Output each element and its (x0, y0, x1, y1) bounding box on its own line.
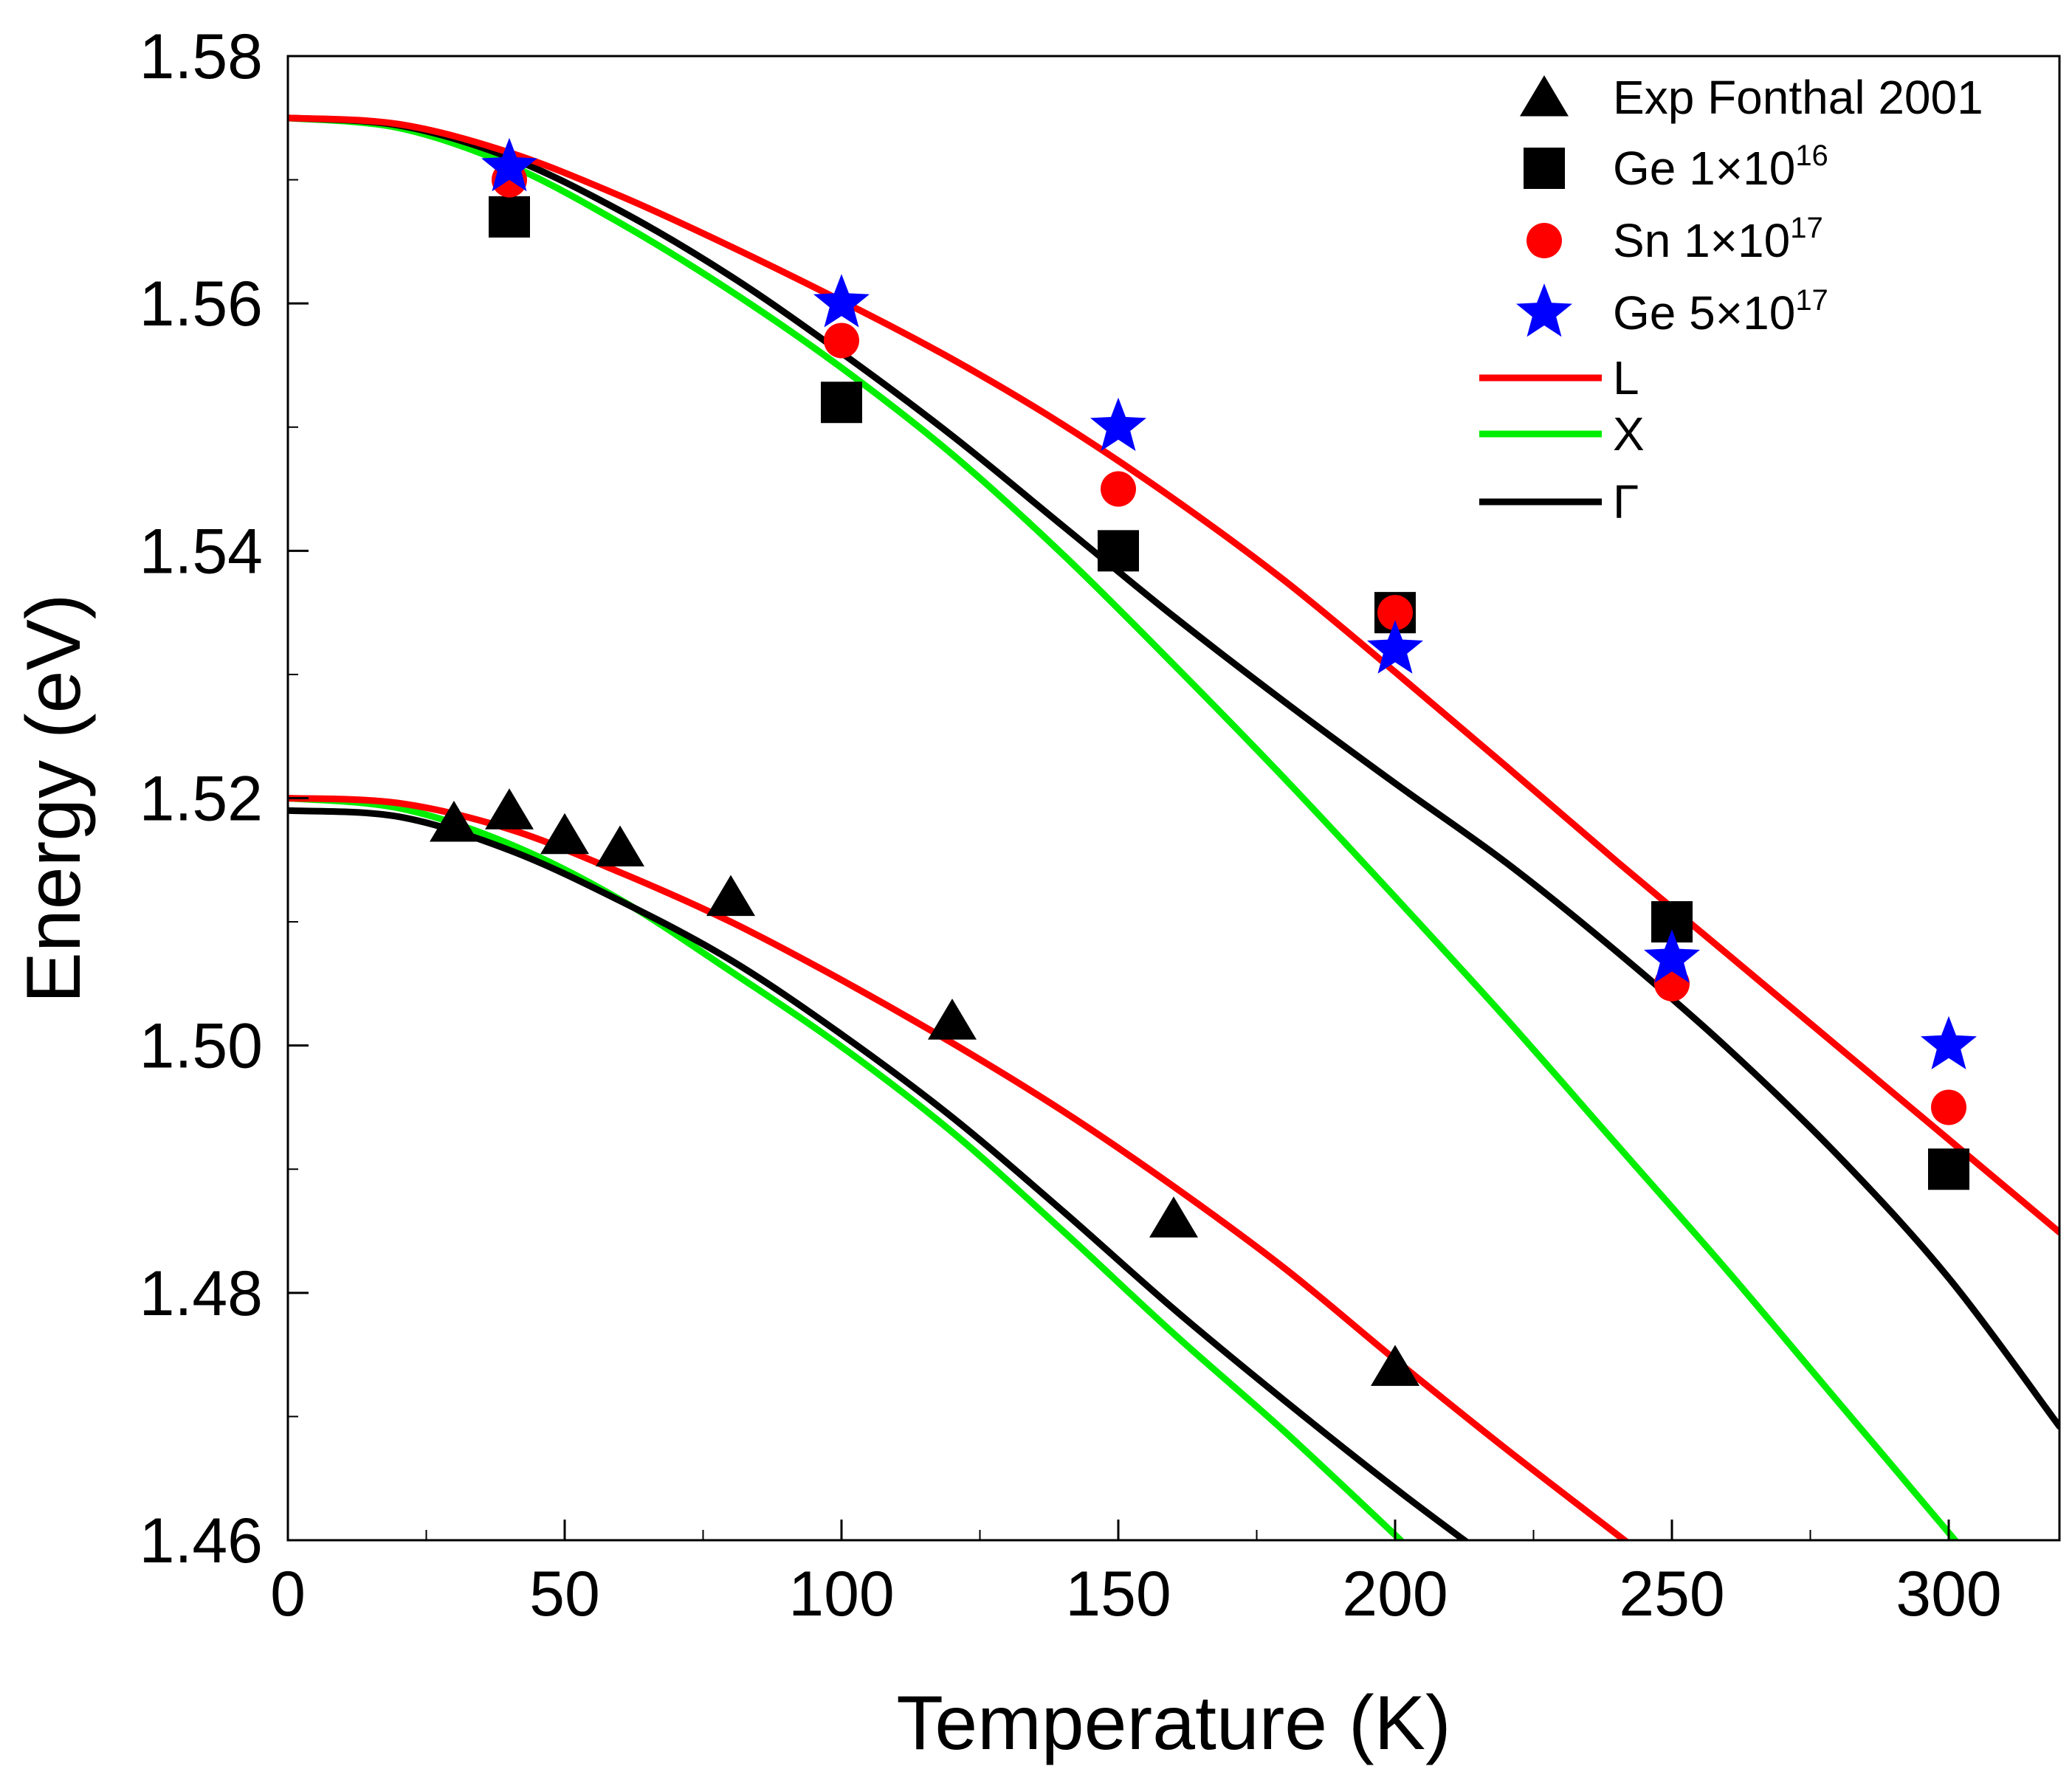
x-tick-label: 200 (1342, 1559, 1448, 1630)
point-exp (540, 813, 589, 855)
legend-label-X: X (1613, 407, 1645, 461)
point-exp (706, 875, 755, 917)
point-ge16 (489, 196, 530, 238)
point-exp (596, 825, 644, 867)
legend-symbol-sn17 (1527, 223, 1562, 258)
y-tick-label: 1.52 (140, 764, 263, 835)
y-tick-label: 1.46 (140, 1506, 263, 1576)
point-ge17 (481, 137, 537, 192)
y-tick-label: 1.56 (140, 269, 263, 339)
legend-label-text: Γ (1613, 475, 1639, 528)
x-tick-label: 150 (1065, 1559, 1171, 1630)
point-exp (928, 999, 977, 1040)
point-exp (430, 801, 478, 842)
point-ge17 (1367, 620, 1423, 674)
legend-label-text: X (1613, 407, 1645, 461)
curve-G-lower (288, 807, 1470, 1540)
legend-label-exponent: 17 (1790, 212, 1823, 244)
point-exp (485, 788, 534, 830)
y-tick-label: 1.48 (140, 1258, 263, 1329)
legend-symbol-ge17 (1516, 283, 1572, 337)
point-ge17 (813, 274, 870, 328)
legend-label-text: Sn 1×10 (1613, 214, 1790, 267)
legend-label-text: Ge 1×10 (1613, 142, 1795, 195)
legend-label-L: L (1613, 351, 1639, 404)
point-ge17 (1921, 1015, 1977, 1069)
point-sn17 (1377, 595, 1413, 631)
legend-label-ge17: Ge 5×1017 (1613, 284, 1828, 339)
legend-label-G: Γ (1613, 475, 1639, 528)
y-tick-label: 1.50 (140, 1011, 263, 1082)
y-tick-label: 1.58 (140, 21, 263, 92)
markers-layer (430, 137, 1977, 1386)
legend-label-text: L (1613, 351, 1639, 404)
legend-label-text: Exp Fonthal 2001 (1613, 71, 1983, 124)
legend-label-text: Ge 5×10 (1613, 286, 1795, 339)
x-axis-ticks: 0 50 100 150 200 250 300 (270, 1520, 2002, 1630)
point-sn17 (1931, 1089, 1966, 1125)
y-tick-label: 1.54 (140, 516, 263, 587)
legend-symbol-exp (1520, 75, 1569, 117)
y-axis-ticks: 1.46 1.48 1.50 1.52 1.54 1.56 1.58 (140, 21, 309, 1576)
x-tick-label: 250 (1619, 1559, 1725, 1630)
point-sn17 (1101, 471, 1136, 507)
point-ge17 (1644, 929, 1700, 983)
x-tick-label: 0 (270, 1559, 306, 1630)
curve-G-upper (288, 114, 2059, 1430)
x-tick-label: 100 (788, 1559, 895, 1630)
point-ge16 (821, 382, 862, 424)
curve-X-lower (288, 795, 1404, 1540)
x-axis-title: Temperature (K) (896, 1680, 1450, 1766)
legend-symbol-ge16 (1524, 148, 1565, 189)
point-exp (1371, 1345, 1419, 1386)
point-ge16 (1098, 530, 1139, 572)
curve-X-upper (288, 114, 1960, 1540)
curve-L-upper (288, 114, 2059, 1236)
legend-label-exponent: 17 (1795, 284, 1828, 317)
point-ge17 (1090, 397, 1146, 452)
x-tick-label: 50 (529, 1559, 600, 1630)
legend-label-ge16: Ge 1×1016 (1613, 139, 1828, 195)
legend-label-sn17: Sn 1×1017 (1613, 212, 1823, 267)
point-ge16 (1928, 1148, 1969, 1190)
point-sn17 (824, 323, 859, 359)
legend-label-exp: Exp Fonthal 2001 (1613, 71, 1983, 124)
x-tick-label: 300 (1896, 1559, 2002, 1630)
legend-label-exponent: 16 (1795, 139, 1828, 172)
y-axis-title: Energy (eV) (11, 594, 97, 1004)
point-exp (1149, 1196, 1198, 1238)
